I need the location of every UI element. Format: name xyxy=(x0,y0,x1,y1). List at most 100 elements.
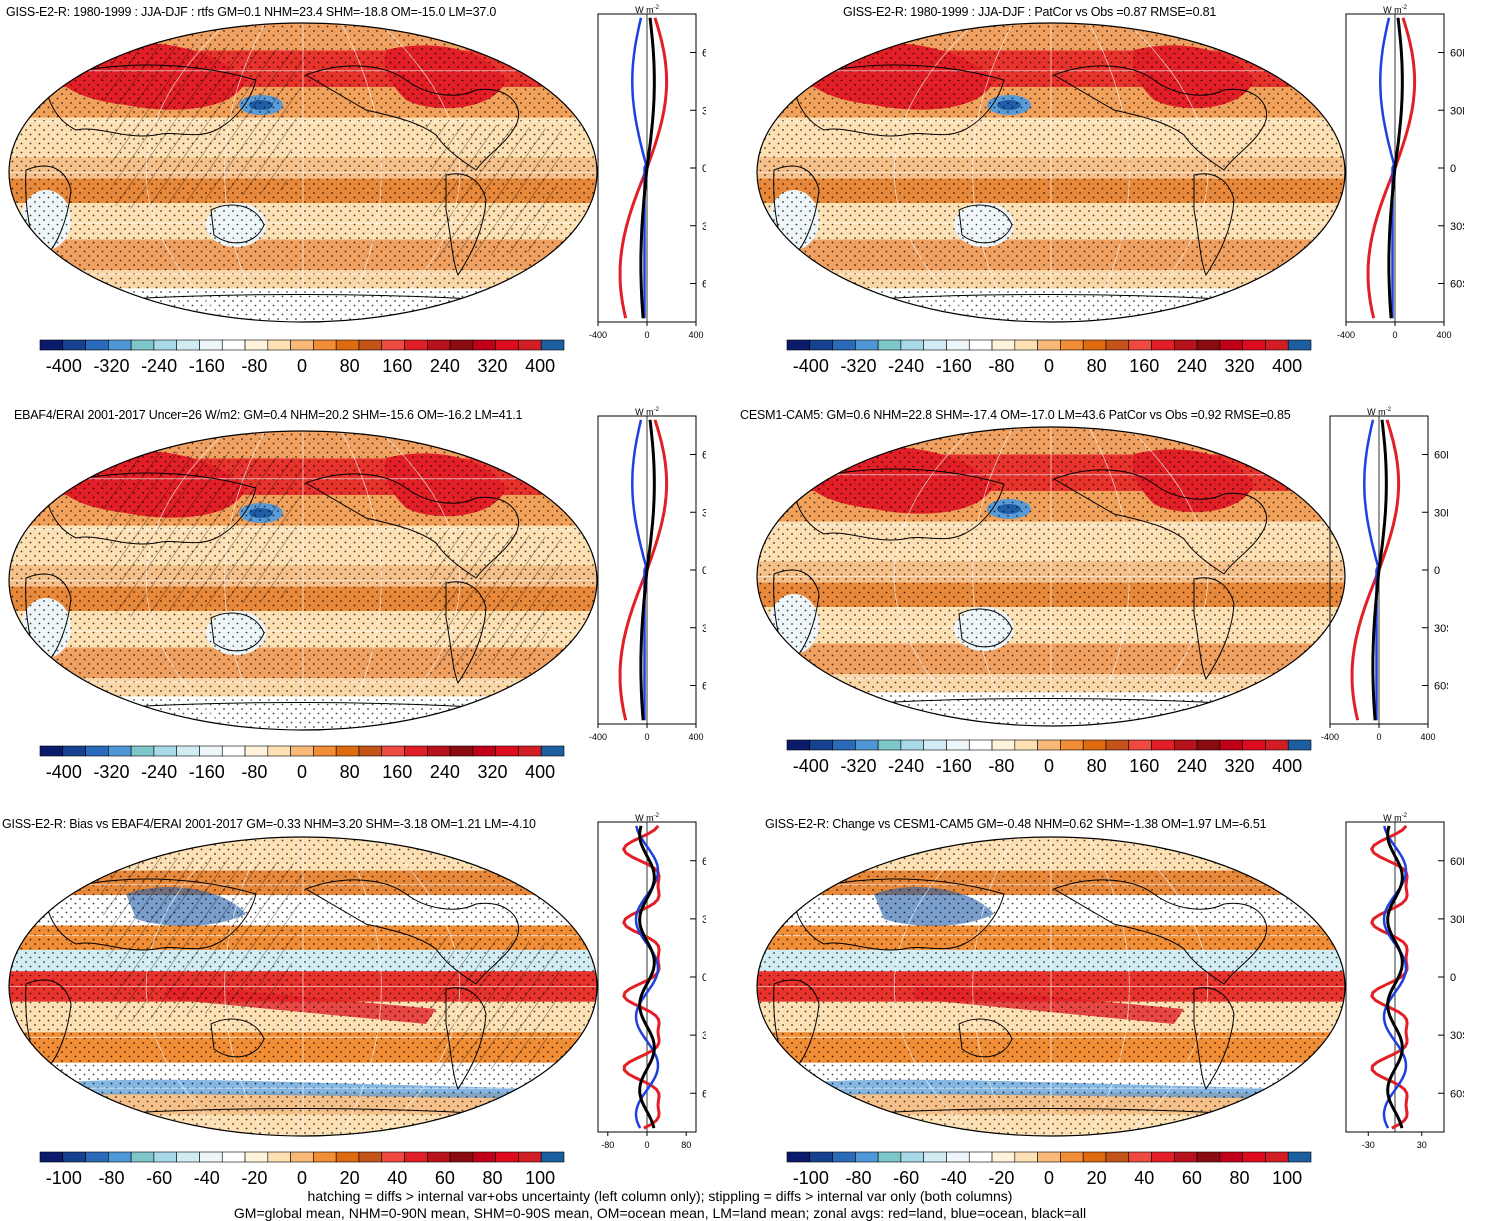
colorbar: -100 -80 -60 -40 -20 0 20 40 60 80 100 xyxy=(39,1151,565,1188)
colorbar-label: -400 xyxy=(46,762,82,782)
colorbar: -400 -320 -240 -160 -80 0 80 160 240 320 400 xyxy=(786,339,1312,376)
colorbar-swatch xyxy=(85,339,109,351)
lat-tick-label: 30N xyxy=(702,914,706,926)
colorbar-swatch xyxy=(1060,339,1084,351)
lat-tick-label: 30S xyxy=(702,1030,706,1042)
colorbar-swatch xyxy=(381,339,405,351)
colorbar-swatch xyxy=(540,339,565,351)
colorbar-label: -100 xyxy=(46,1168,82,1188)
colorbar-swatch xyxy=(1219,339,1243,351)
colorbar-swatch xyxy=(313,1151,337,1163)
colorbar-swatch xyxy=(1060,1151,1084,1163)
colorbar-swatch xyxy=(900,739,924,751)
colorbar-swatch xyxy=(786,739,811,751)
lat-tick-label: 60S xyxy=(1450,1088,1464,1100)
colorbar-swatch xyxy=(540,1151,565,1163)
world-map xyxy=(756,22,1346,323)
colorbar-swatch xyxy=(1242,339,1266,351)
zonal-land-curve xyxy=(1369,824,1409,1130)
zonal-all-curve xyxy=(1371,419,1388,721)
colorbar-label: 0 xyxy=(297,1168,307,1188)
lat-tick-label: 30N xyxy=(1450,105,1464,117)
colorbar-swatch xyxy=(1287,739,1312,751)
colorbar-label: -60 xyxy=(893,1168,919,1188)
colorbar-swatch xyxy=(449,1151,474,1163)
colorbar-label: -20 xyxy=(241,1168,267,1188)
colorbar-label: 400 xyxy=(1272,756,1302,776)
zonal-x-tick-label: 400 xyxy=(688,330,703,340)
colorbar-label: -400 xyxy=(793,356,829,376)
zonal-unit-label: W m-2 xyxy=(1367,407,1391,417)
colorbar: -400 -320 -240 -160 -80 0 80 160 240 320 400 xyxy=(786,739,1312,776)
colorbar-swatch xyxy=(1082,739,1107,751)
colorbar-swatch xyxy=(832,739,856,751)
colorbar-label: -80 xyxy=(241,762,267,782)
colorbar-swatch xyxy=(1265,1151,1289,1163)
zonal-average-plot: W m-2 60N 30N 0 30S 60S -400 0 400 xyxy=(589,407,706,742)
lat-tick-label: 60N xyxy=(702,856,706,868)
lat-tick-label: 30S xyxy=(1450,1030,1464,1042)
colorbar-swatch xyxy=(404,339,428,351)
colorbar-label: -320 xyxy=(840,356,876,376)
colorbar-label: -320 xyxy=(840,756,876,776)
colorbar-swatch xyxy=(267,339,291,351)
colorbar-label: 60 xyxy=(435,1168,455,1188)
colorbar-swatch xyxy=(1037,1151,1061,1163)
lat-tick-label: 60N xyxy=(1450,856,1464,868)
colorbar-swatch xyxy=(358,745,383,757)
colorbar-swatch xyxy=(153,339,177,351)
zonal-unit-label: W m-2 xyxy=(1383,813,1407,823)
panel-title: GISS-E2-R: Bias vs EBAF4/ERAI 2001-2017 … xyxy=(2,817,536,831)
lat-tick-label: 60N xyxy=(1434,450,1448,462)
colorbar-swatch xyxy=(991,339,1016,351)
colorbar-swatch xyxy=(404,745,428,757)
colorbar-swatch xyxy=(1265,339,1289,351)
lat-tick-label: 0 xyxy=(1434,565,1440,577)
colorbar-label: 60 xyxy=(1182,1168,1202,1188)
colorbar-swatch xyxy=(1265,739,1289,751)
colorbar-swatch xyxy=(85,745,109,757)
lat-tick-label: 60N xyxy=(702,48,706,60)
colorbar-label: -400 xyxy=(46,356,82,376)
colorbar-swatch xyxy=(108,1151,132,1163)
zonal-all-curve xyxy=(1386,825,1404,1129)
zonal-x-tick-label: 80 xyxy=(681,1140,691,1150)
colorbar-swatch xyxy=(1014,339,1038,351)
zonal-x-tick-label: 400 xyxy=(1436,330,1451,340)
colorbar-swatch xyxy=(358,339,383,351)
zonal-average-plot: W m-2 60N 30N 0 30S 60S -30 30 xyxy=(1345,813,1464,1150)
world-map xyxy=(8,22,598,323)
zonal-x-tick-label: 400 xyxy=(1420,732,1435,742)
zonal-all-curve xyxy=(639,17,656,319)
lat-tick-label: 30N xyxy=(702,507,706,519)
colorbar-swatch xyxy=(335,339,360,351)
colorbar-swatch xyxy=(404,1151,428,1163)
colorbar-label: 20 xyxy=(1087,1168,1107,1188)
colorbar-swatch xyxy=(809,339,833,351)
colorbar-swatch xyxy=(449,745,474,757)
colorbar-swatch xyxy=(968,339,993,351)
panel-title: GISS-E2-R: 1980-1999 : JJA-DJF : PatCor … xyxy=(843,5,1217,19)
colorbar-swatch xyxy=(1082,1151,1107,1163)
colorbar-swatch xyxy=(1196,739,1221,751)
colorbar-swatch xyxy=(832,339,856,351)
colorbar-label: -80 xyxy=(988,356,1014,376)
colorbar-label: -80 xyxy=(845,1168,871,1188)
colorbar-swatch xyxy=(1037,739,1061,751)
zonal-x-tick-label: 400 xyxy=(688,732,703,742)
colorbar-label: 160 xyxy=(1129,756,1159,776)
colorbar-swatch xyxy=(1287,339,1312,351)
zonal-all-curve xyxy=(638,825,656,1129)
colorbar-swatch xyxy=(130,339,155,351)
panel-title: GISS-E2-R: Change vs CESM1-CAM5 GM=-0.48… xyxy=(765,817,1267,831)
colorbar-label: -80 xyxy=(241,356,267,376)
colorbar-swatch xyxy=(108,745,132,757)
colorbar-swatch xyxy=(1196,339,1221,351)
zonal-ocean-curve xyxy=(634,825,660,1129)
zonal-x-tick-label: 0 xyxy=(644,330,649,340)
zonal-average-plot: W m-2 60N 30N 0 30S 60S -400 0 400 xyxy=(589,5,706,340)
zonal-ocean-curve xyxy=(1363,419,1380,721)
footer-note-legend: GM=global mean, NHM=0-90N mean, SHM=0-90… xyxy=(233,1205,1087,1221)
colorbar-swatch xyxy=(335,745,360,757)
colorbar-swatch xyxy=(518,1151,542,1163)
